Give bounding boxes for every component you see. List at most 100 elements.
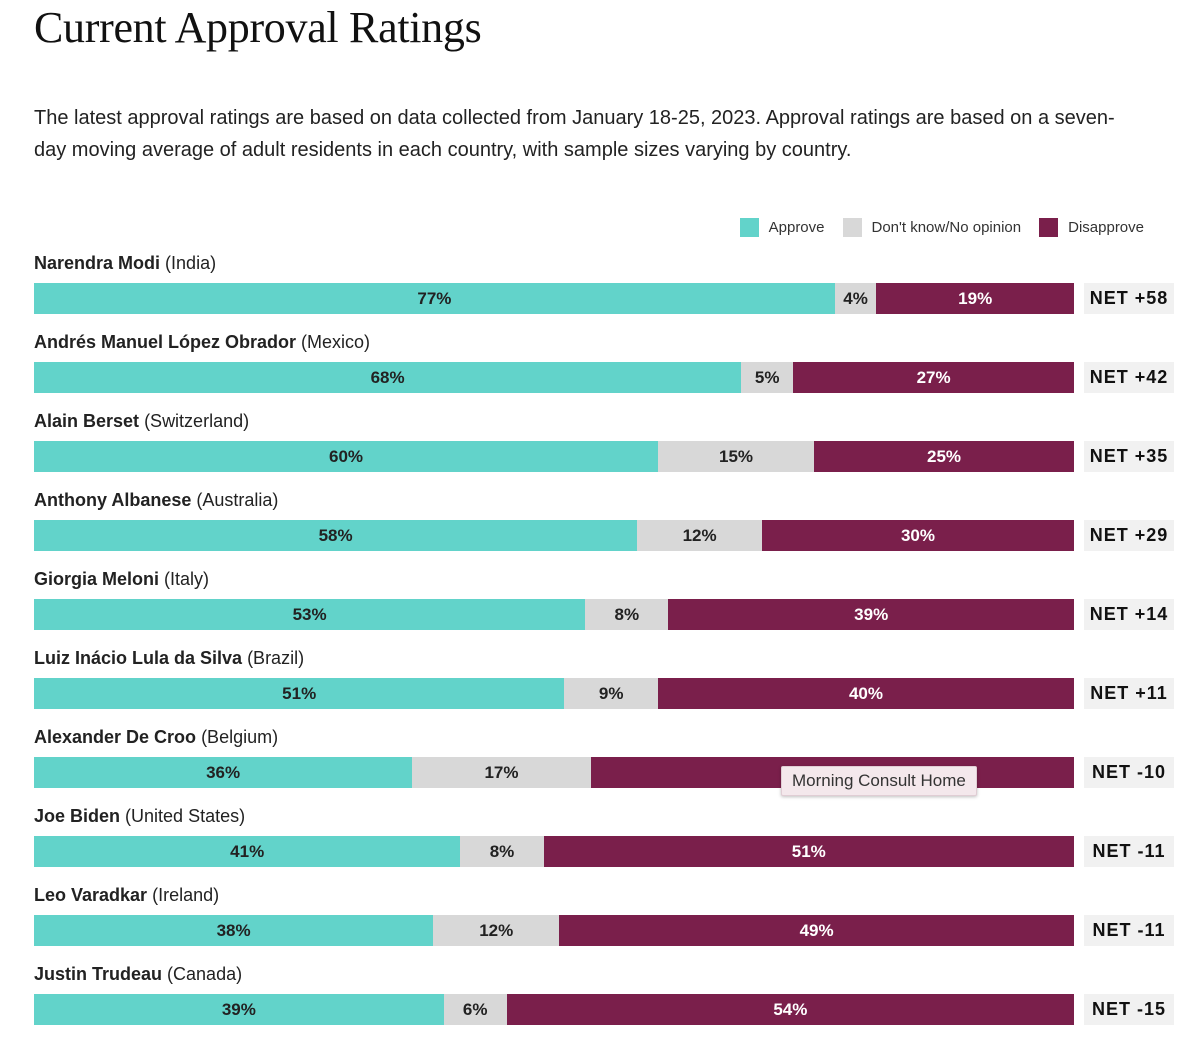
leader-label: Alexander De Croo (Belgium) (34, 727, 278, 748)
neutral-segment: 15% (658, 441, 814, 472)
neutral-segment: 8% (460, 836, 544, 867)
chart-row: Anthony Albanese (Australia) 58% 12% 30% NET… (34, 487, 1174, 566)
stacked-bar: 39% 6% 54% (34, 994, 1074, 1025)
legend-swatch-disapprove (1039, 218, 1059, 237)
leader-name: Anthony Albanese (34, 490, 192, 510)
chart-row: Leo Varadkar (Ireland) 38% 12% 49% NET -11 (34, 882, 1174, 961)
leader-name: Luiz Inácio Lula da Silva (34, 648, 243, 668)
approve-segment: 39% (34, 994, 444, 1025)
chart-row: Alain Berset (Switzerland) 60% 15% 25% NET +… (34, 408, 1174, 487)
neutral-segment: 5% (741, 362, 794, 393)
neutral-segment: 12% (637, 520, 762, 551)
leader-country: (Italy) (164, 569, 210, 589)
leader-name: Andrés Manuel López Obrador (34, 332, 297, 352)
approve-segment: 51% (34, 678, 565, 709)
legend-item-approve: Approve (739, 218, 825, 237)
leader-country: (India) (165, 253, 217, 273)
neutral-segment: 9% (564, 678, 658, 709)
neutral-segment: 17% (412, 757, 591, 788)
leader-country: (United States) (125, 806, 246, 826)
approval-chart: Narendra Modi (India) 77% 4% 19% NET +58 Andr… (34, 250, 1174, 1040)
leader-country: (Switzerland) (144, 411, 250, 431)
approve-segment: 41% (34, 836, 461, 867)
stacked-bar: 38% 12% 49% (34, 915, 1074, 946)
leader-label: Alain Berset (Switzerland) (34, 411, 249, 432)
legend-label-neutral: Don't know/No opinion (871, 219, 1022, 236)
net-score: NET -11 (1084, 836, 1174, 867)
net-score: NET -11 (1084, 915, 1174, 946)
disapprove-segment: 30% (761, 520, 1074, 551)
neutral-segment: 4% (834, 283, 877, 314)
leader-country: (Brazil) (247, 648, 305, 668)
stacked-bar: 53% 8% 39% (34, 599, 1074, 630)
leader-label: Narendra Modi (India) (34, 253, 216, 274)
legend-swatch-approve (739, 218, 759, 237)
leader-country: (Canada) (167, 964, 243, 984)
disapprove-segment: 51% (543, 836, 1074, 867)
legend-item-neutral: Don't know/No opinion (842, 218, 1022, 237)
net-score: NET +14 (1084, 599, 1174, 630)
stacked-bar: 60% 15% 25% (34, 441, 1074, 472)
net-score: NET +35 (1084, 441, 1174, 472)
leader-country: (Belgium) (201, 727, 279, 747)
chart-description: The latest approval ratings are based on… (34, 107, 1115, 161)
tooltip: Morning Consult Home (781, 766, 977, 796)
chart-row: Narendra Modi (India) 77% 4% 19% NET +58 (34, 250, 1174, 329)
leader-country: (Mexico) (301, 332, 371, 352)
net-score: NET +58 (1084, 283, 1174, 314)
net-score: NET -10 (1084, 757, 1174, 788)
stacked-bar: 41% 8% 51% (34, 836, 1074, 867)
disapprove-segment: 49% (559, 915, 1074, 946)
legend-label-disapprove: Disapprove (1068, 219, 1144, 236)
page-title: Current Approval Ratings (34, 3, 482, 52)
disapprove-segment: 19% (876, 283, 1074, 314)
disapprove-segment: 40% (657, 678, 1074, 709)
chart-row: Luiz Inácio Lula da Silva (Brazil) 51% 9% 4… (34, 645, 1174, 724)
net-score: NET +11 (1084, 678, 1174, 709)
leader-label: Giorgia Meloni (Italy) (34, 569, 209, 590)
approve-segment: 38% (34, 915, 434, 946)
stacked-bar: 77% 4% 19% (34, 283, 1074, 314)
leader-name: Alain Berset (34, 411, 140, 431)
neutral-segment: 12% (433, 915, 560, 946)
chart-row: Joe Biden (United States) 41% 8% 51% NET -11 (34, 803, 1174, 882)
chart-row: Giorgia Meloni (Italy) 53% 8% 39% NET +14 (34, 566, 1174, 645)
legend-item-disapprove: Disapprove (1039, 218, 1144, 237)
disapprove-segment: 39% (668, 599, 1074, 630)
stacked-bar: 68% 5% 27% (34, 362, 1074, 393)
leader-label: Anthony Albanese (Australia) (34, 490, 278, 511)
leader-label: Andrés Manuel López Obrador (Mexico) (34, 332, 370, 353)
leader-name: Alexander De Croo (34, 727, 197, 747)
neutral-segment: 8% (585, 599, 669, 630)
leader-name: Joe Biden (34, 806, 121, 826)
disapprove-segment: 27% (793, 362, 1074, 393)
chart-row: Alexander De Croo (Belgium)36%17%46%NET … (34, 724, 1174, 803)
approve-segment: 36% (34, 757, 413, 788)
chart-row: Andrés Manuel López Obrador (Mexico) 68% 5… (34, 329, 1174, 408)
leader-name: Justin Trudeau (34, 964, 163, 984)
leader-name: Giorgia Meloni (34, 569, 160, 589)
net-score: NET +29 (1084, 520, 1174, 551)
leader-label: Leo Varadkar (Ireland) (34, 885, 219, 906)
net-score: NET +42 (1084, 362, 1174, 393)
approve-segment: 58% (34, 520, 638, 551)
approve-segment: 60% (34, 441, 658, 472)
leader-label: Joe Biden (United States) (34, 806, 245, 827)
leader-name: Narendra Modi (34, 253, 161, 273)
leader-country: (Australia) (196, 490, 279, 510)
disapprove-segment: 25% (814, 441, 1074, 472)
approve-segment: 77% (34, 283, 835, 314)
leader-name: Leo Varadkar (34, 885, 148, 905)
approve-segment: 68% (34, 362, 742, 393)
legend-label-approve: Approve (768, 219, 825, 236)
leader-label: Justin Trudeau (Canada) (34, 964, 242, 985)
stacked-bar: 51% 9% 40% (34, 678, 1074, 709)
approve-segment: 53% (34, 599, 586, 630)
neutral-segment: 6% (443, 994, 507, 1025)
leader-label: Luiz Inácio Lula da Silva (Brazil) (34, 648, 304, 669)
net-score: NET -15 (1084, 994, 1174, 1025)
leader-country: (Ireland) (152, 885, 220, 905)
legend-swatch-neutral (842, 218, 862, 237)
chart-legend: Approve Don't know/No opinion Disapprove (722, 218, 1144, 237)
stacked-bar: 58% 12% 30% (34, 520, 1074, 551)
